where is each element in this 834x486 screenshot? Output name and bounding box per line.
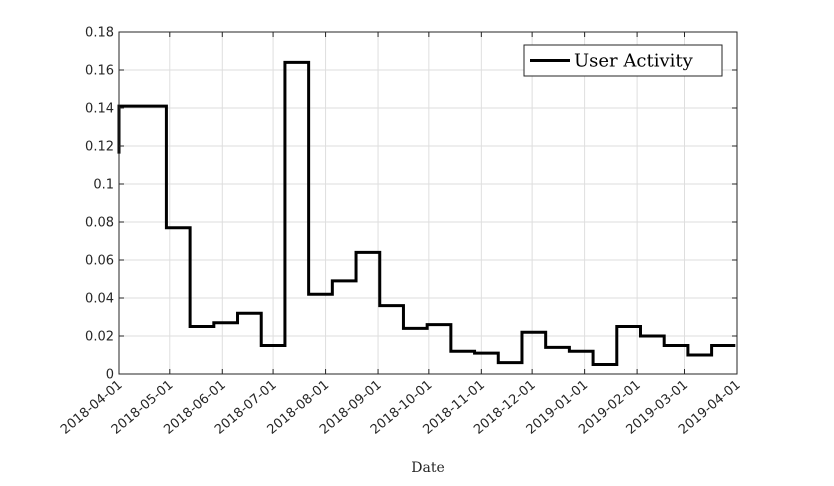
y-tick-label: 0.18 — [85, 26, 114, 41]
y-tick-label: 0.14 — [85, 102, 114, 117]
x-axis: 2018-04-012018-05-012018-06-012018-07-01… — [58, 32, 744, 438]
y-tick-label: 0.12 — [85, 140, 114, 155]
y-tick-label: 0.04 — [85, 292, 114, 307]
y-tick-label: 0 — [106, 368, 114, 383]
y-tick-label: 0.06 — [85, 254, 114, 269]
legend: User Activity — [523, 44, 723, 77]
x-axis-title: Date — [411, 460, 444, 476]
legend-label-user-activity: User Activity — [574, 51, 694, 72]
y-tick-label: 0.02 — [85, 330, 114, 345]
series-layer — [117, 60, 736, 366]
y-tick-label: 0.16 — [85, 64, 114, 79]
y-axis: 0 0.02 0.04 0.06 0.08 0.1 0.12 0.14 0.16 0.18 — [85, 26, 737, 383]
series-line-user-activity — [117, 60, 736, 366]
grid-lines — [118, 31, 738, 375]
y-tick-label: 0.1 — [93, 178, 114, 193]
y-tick-label: 0.08 — [85, 216, 114, 231]
plot-area-frame — [118, 31, 738, 375]
